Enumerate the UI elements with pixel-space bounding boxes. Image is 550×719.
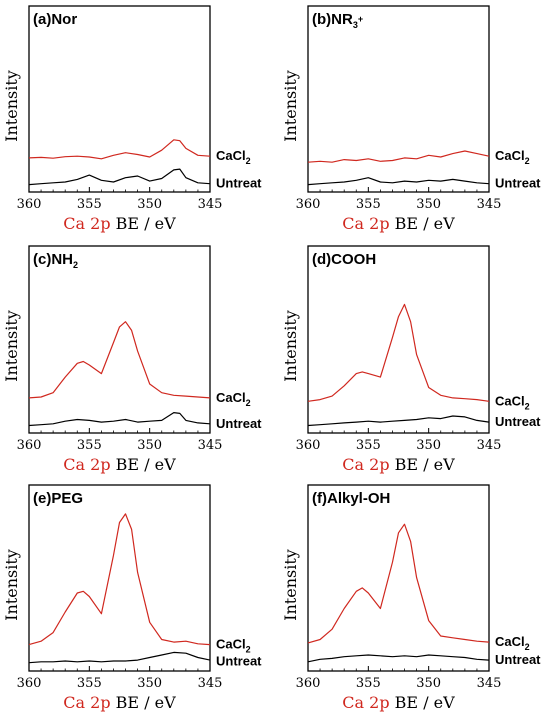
plot-frame [307,5,490,193]
plot-frame [307,245,490,434]
x-tick-label: 350 [137,438,162,453]
chart-panel: (b)NR3+ Intensity 360 355 350 345 Ca 2p BE / e… [281,5,541,233]
series-line-untreat [28,168,211,186]
x-axis-label-element: Ca 2p [342,214,394,233]
x-axis-label: Ca 2p BE / eV [342,693,455,712]
series-line-cacl2 [307,150,490,163]
plot-frame [307,484,490,672]
x-axis-label-element: Ca 2p [342,455,394,474]
chart-panel: (e)PEG Intensity 360 355 350 345 Ca 2p BE / eV… [2,484,262,712]
legend-label-untreat: Untreat [216,654,262,669]
series-line-untreat [28,651,211,664]
x-tick-label: 345 [198,197,223,212]
panel-title: (d)COOH [312,251,376,268]
chart-panel: (c)NH2 Intensity 360 355 350 345 Ca 2p BE / eV… [2,245,262,474]
x-tick-label: 345 [198,438,223,453]
x-axis-label-element: Ca 2p [63,693,115,712]
legend-label-untreat: Untreat [216,416,262,431]
legend-label-untreat: Untreat [495,652,541,667]
panel-title: (b)NR3+ [312,11,363,30]
x-tick-label: 360 [17,197,42,212]
legend-label-untreat: Untreat [495,176,541,191]
x-axis-label-unit: BE / eV [395,693,455,712]
x-axis-label-element: Ca 2p [63,455,115,474]
panel-title: (f)Alkyl-OH [312,490,390,507]
series-line-cacl2 [28,321,211,399]
x-tick-label: 345 [198,676,223,691]
series-line-cacl2 [307,523,490,644]
panel-title: (c)NH2 [33,251,78,270]
x-axis-label: Ca 2p BE / eV [63,214,176,233]
legend-label-untreat: Untreat [216,176,262,191]
series-line-untreat [28,412,211,427]
legend-label-cacl2: CaCl2 [216,390,251,408]
x-tick-label: 355 [77,438,102,453]
x-tick-label: 345 [477,197,502,212]
y-axis-label: Intensity [2,70,21,142]
series-line-cacl2 [28,139,211,160]
x-axis-label: Ca 2p BE / eV [342,214,455,233]
series-line-untreat [307,654,490,663]
x-tick-label: 355 [77,197,102,212]
series-line-cacl2 [307,303,490,402]
x-tick-label: 355 [356,197,381,212]
x-tick-label: 350 [416,676,441,691]
plot-frame [28,484,211,672]
legend-label-cacl2: CaCl2 [495,634,530,652]
x-tick-label: 345 [477,676,502,691]
x-tick-label: 355 [77,676,102,691]
series-line-untreat [307,415,490,427]
x-axis-label: Ca 2p BE / eV [63,693,176,712]
x-axis-label-unit: BE / eV [395,455,455,474]
y-axis-label: Intensity [2,549,21,621]
y-axis-label: Intensity [2,310,21,382]
chart-panel: (d)COOH Intensity 360 355 350 345 Ca 2p BE / e… [281,245,541,474]
y-axis-label: Intensity [281,310,300,382]
x-tick-label: 360 [296,676,321,691]
x-axis-label-unit: BE / eV [116,214,176,233]
series-line-untreat [307,177,490,186]
x-axis-label: Ca 2p BE / eV [63,455,176,474]
x-tick-label: 355 [356,438,381,453]
x-tick-label: 350 [416,438,441,453]
panel-title: (a)Nor [33,11,77,28]
legend-label-cacl2: CaCl2 [495,148,530,166]
legend-label-cacl2: CaCl2 [495,393,530,411]
chart-panel: (a)Nor Intensity 360 355 350 345 Ca 2p BE / eV… [2,5,262,233]
x-tick-label: 350 [137,197,162,212]
y-axis-label: Intensity [281,70,300,142]
x-tick-label: 360 [296,438,321,453]
panel-title: (e)PEG [33,490,83,507]
x-axis-label-element: Ca 2p [342,693,394,712]
plot-frame [28,245,211,434]
x-tick-label: 355 [356,676,381,691]
series-line-cacl2 [28,513,211,646]
chart-panel: (f)Alkyl-OH Intensity 360 355 350 345 Ca 2p BE… [281,484,541,712]
legend-label-untreat: Untreat [495,414,541,429]
x-axis-label-unit: BE / eV [116,693,176,712]
x-tick-label: 360 [17,438,42,453]
legend-label-cacl2: CaCl2 [216,148,251,166]
x-axis-label-element: Ca 2p [63,214,115,233]
x-tick-label: 345 [477,438,502,453]
x-tick-label: 360 [17,676,42,691]
x-tick-label: 360 [296,197,321,212]
x-tick-label: 350 [416,197,441,212]
x-axis-label-unit: BE / eV [395,214,455,233]
x-axis-label-unit: BE / eV [116,455,176,474]
legend-label-cacl2: CaCl2 [216,637,251,655]
plot-frame [28,5,211,193]
x-tick-label: 350 [137,676,162,691]
y-axis-label: Intensity [281,549,300,621]
x-axis-label: Ca 2p BE / eV [342,455,455,474]
